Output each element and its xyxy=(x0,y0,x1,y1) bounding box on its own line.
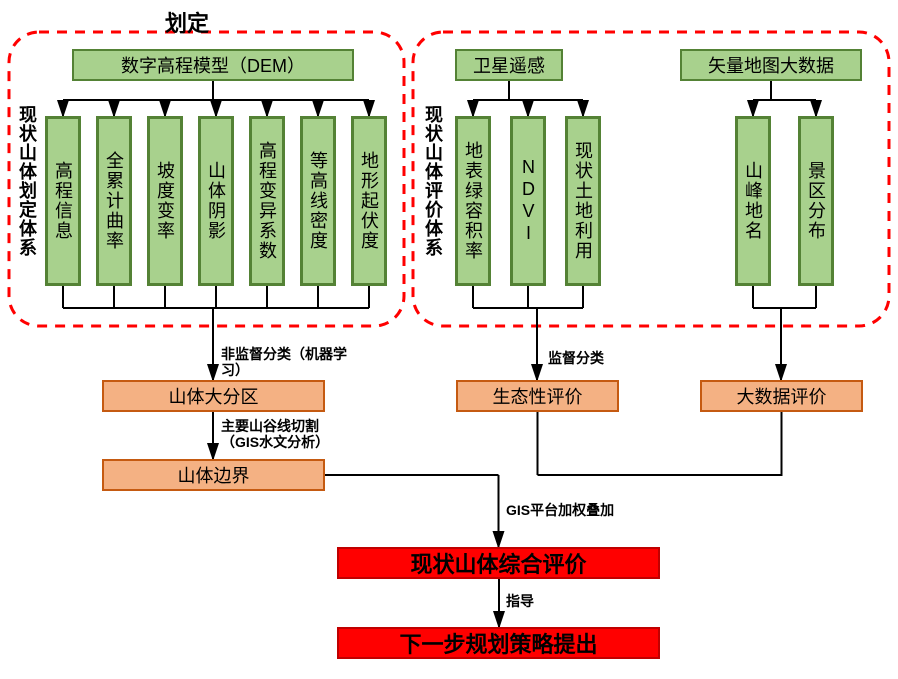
mid-node: 大数据评价 xyxy=(700,380,863,412)
side-label: 现状山体评价体系 xyxy=(420,105,446,257)
mid-node: 山体边界 xyxy=(102,459,325,491)
dem-child: 高程信息 xyxy=(45,116,81,286)
dem-child: 坡度变率 xyxy=(147,116,183,286)
edge-annotation: 指导 xyxy=(506,593,566,609)
edge-annotation: 主要山谷线切割（GIS水文分析） xyxy=(221,418,336,450)
dem-child: 等高线密度 xyxy=(300,116,336,286)
edge-annotation: GIS平台加权叠加 xyxy=(506,502,616,518)
sat-child: NDVI xyxy=(510,116,546,286)
vec-child: 山峰地名 xyxy=(735,116,771,286)
mid-node: 山体大分区 xyxy=(102,380,325,412)
side-label: 现状山体划定体系 xyxy=(14,105,40,257)
source-node: 卫星遥感 xyxy=(455,49,563,81)
source-node: 数字高程模型（DEM） xyxy=(72,49,354,81)
final-node: 现状山体综合评价 xyxy=(337,547,660,579)
dem-child: 地形起伏度 xyxy=(351,116,387,286)
edge-annotation: 非监督分类（机器学习） xyxy=(221,346,361,378)
diagram-title: 划定 xyxy=(165,6,209,38)
sat-child: 现状土地利用 xyxy=(565,116,601,286)
mid-node: 生态性评价 xyxy=(456,380,619,412)
dem-child: 高程变异系数 xyxy=(249,116,285,286)
dem-child: 山体阴影 xyxy=(198,116,234,286)
sat-child: 地表绿容积率 xyxy=(455,116,491,286)
dem-child: 全累计曲率 xyxy=(96,116,132,286)
vec-child: 景区分布 xyxy=(798,116,834,286)
edge-annotation: 监督分类 xyxy=(548,350,648,366)
source-node: 矢量地图大数据 xyxy=(680,49,862,81)
final-node: 下一步规划策略提出 xyxy=(337,627,660,659)
